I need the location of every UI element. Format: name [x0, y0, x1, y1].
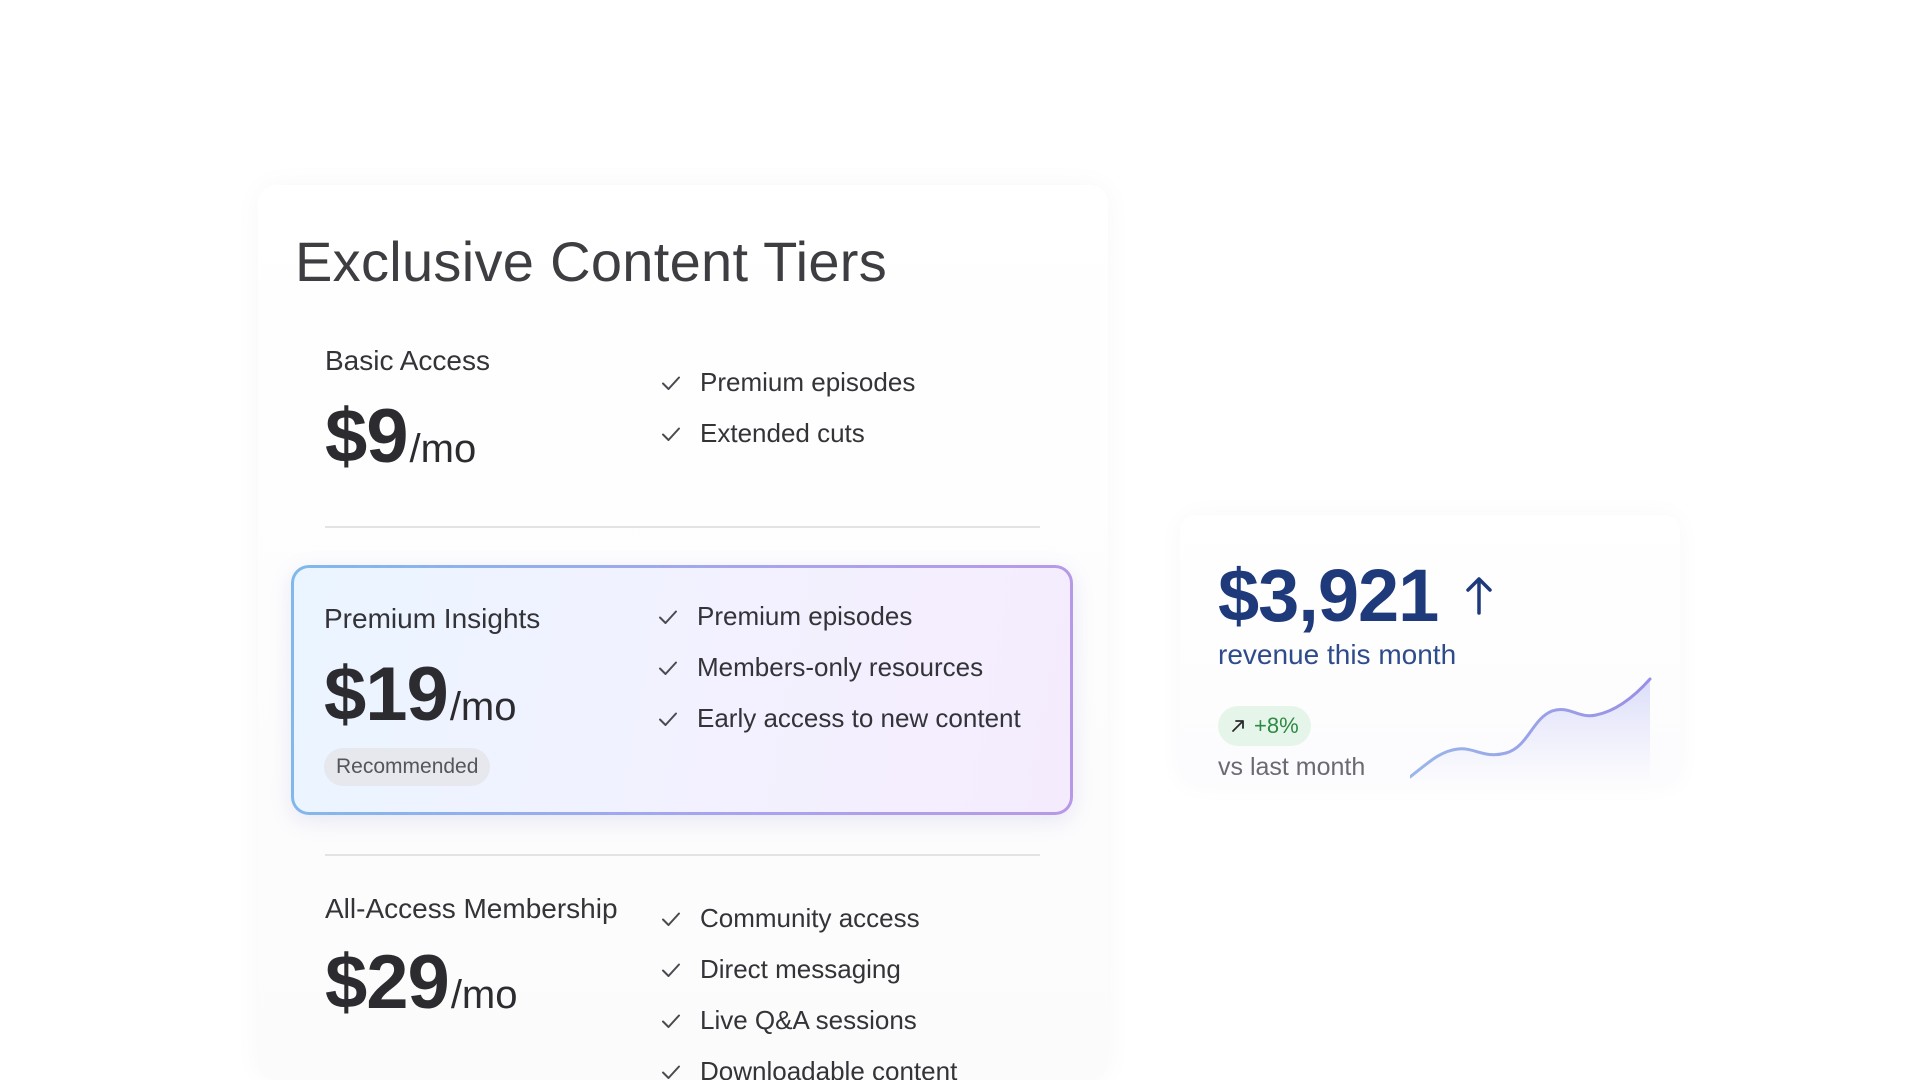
divider: [325, 854, 1040, 856]
feature-label: Live Q&A sessions: [700, 1005, 917, 1035]
feature-item: Members-only resources: [657, 642, 1021, 693]
feature-label: Downloadable content: [700, 1056, 958, 1080]
feature-item: Extended cuts: [660, 408, 915, 459]
feature-label: Premium episodes: [697, 601, 913, 631]
tier-all-access[interactable]: All-Access Membership $29/mo Community a…: [325, 885, 1040, 1080]
panel-title: Exclusive Content Tiers: [295, 230, 888, 293]
price-amount: $29: [325, 940, 450, 1025]
tier-name: Premium Insights: [324, 603, 541, 634]
revenue-label: revenue this month: [1218, 639, 1457, 670]
check-icon: [662, 1065, 680, 1079]
price-unit: /mo: [449, 685, 517, 729]
revenue-amount: $3,921: [1218, 554, 1439, 637]
sparkline-area: [1410, 679, 1650, 785]
recommended-badge: Recommended: [324, 748, 491, 786]
sparkline-line: [1410, 677, 1652, 779]
check-icon: [662, 376, 680, 390]
check-icon: [662, 963, 680, 977]
divider: [325, 526, 1040, 528]
tier-price: $29/mo: [325, 939, 518, 1026]
price-amount: $9: [325, 394, 409, 479]
check-icon: [662, 427, 680, 441]
feature-label: Direct messaging: [700, 954, 901, 984]
feature-item: Premium episodes: [657, 591, 1021, 642]
feature-label: Community access: [700, 903, 920, 933]
growth-value: +8%: [1254, 713, 1299, 738]
tier-name: All-Access Membership: [325, 893, 618, 924]
price-unit: /mo: [409, 427, 477, 471]
feature-label: Premium episodes: [700, 367, 916, 397]
check-icon: [659, 661, 677, 675]
tier-price: $9/mo: [325, 393, 476, 480]
feature-list: Community access Direct messaging Live Q…: [660, 893, 957, 1080]
feature-label: Extended cuts: [700, 418, 865, 448]
check-icon: [659, 610, 677, 624]
check-icon: [662, 1014, 680, 1028]
feature-list: Premium episodes Extended cuts: [660, 357, 915, 459]
feature-item: Early access to new content: [657, 693, 1021, 744]
feature-list: Premium episodes Members-only resources …: [657, 591, 1021, 744]
price-unit: /mo: [450, 973, 518, 1017]
feature-label: Early access to new content: [697, 703, 1021, 733]
price-amount: $19: [324, 652, 449, 737]
growth-badge: +8%: [1218, 706, 1311, 746]
feature-item: Direct messaging: [660, 944, 957, 995]
compare-label: vs last month: [1218, 753, 1366, 781]
revenue-sparkline: [1410, 677, 1652, 785]
tier-basic[interactable]: Basic Access $9/mo Premium episodes Exte…: [325, 345, 1040, 535]
feature-label: Members-only resources: [697, 652, 984, 682]
trend-up-icon: [1232, 720, 1244, 732]
revenue-card: $3,921 revenue this month +8% vs last mo…: [1180, 515, 1680, 785]
tiers-panel: Exclusive Content Tiers Basic Access $9/…: [258, 185, 1108, 1080]
tier-premium[interactable]: Premium Insights $19/mo Recommended Prem…: [291, 565, 1073, 815]
tier-price: $19/mo: [324, 651, 517, 738]
arrow-up-icon: [1466, 577, 1492, 615]
feature-item: Downloadable content: [660, 1046, 957, 1080]
feature-item: Community access: [660, 893, 957, 944]
feature-item: Live Q&A sessions: [660, 995, 957, 1046]
feature-item: Premium episodes: [660, 357, 915, 408]
tier-name: Basic Access: [325, 345, 490, 376]
check-icon: [662, 912, 680, 926]
check-icon: [659, 712, 677, 726]
